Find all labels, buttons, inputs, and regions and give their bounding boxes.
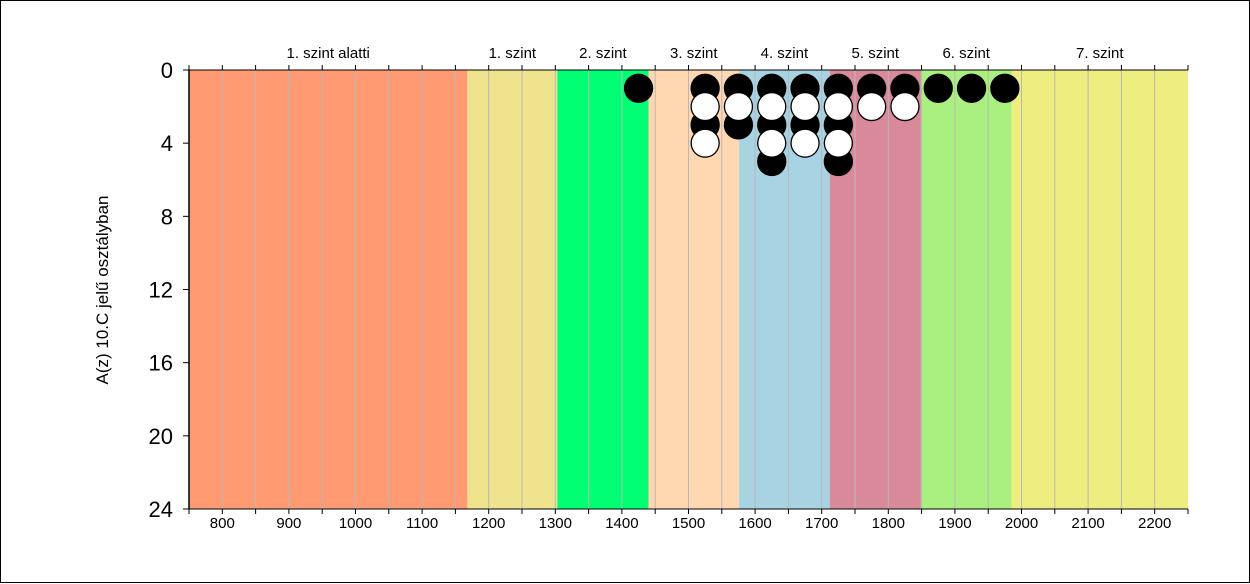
level-band-label-5: 4. szint	[761, 45, 809, 62]
x-tick-label-1600: 1600	[738, 515, 771, 532]
data-point-s2-1775-2	[857, 91, 887, 122]
level-band-label-6: 5. szint	[852, 45, 900, 62]
data-point-s2-1725-2	[823, 91, 853, 122]
x-tick-label-1100: 1100	[406, 515, 438, 532]
data-point-s1-1925-1	[956, 73, 987, 103]
x-tick-label-800: 800	[210, 515, 235, 532]
x-tick-label-2000: 2000	[1005, 515, 1038, 532]
x-tick-label-2200: 2200	[1138, 515, 1171, 532]
data-point-s2-1525-2	[690, 91, 720, 122]
data-point-s2-1575-2	[723, 91, 754, 122]
data-points	[623, 73, 1020, 177]
x-tick-label-1300: 1300	[539, 515, 572, 532]
level-band-1	[189, 70, 468, 509]
y-tick-label-20: 20	[149, 424, 173, 449]
x-tick-label-1800: 1800	[872, 515, 905, 532]
data-point-s2-1675-4	[790, 128, 820, 158]
data-point-s2-1675-2	[790, 91, 820, 122]
data-point-s1-1875-1	[923, 73, 953, 103]
level-band-label-8: 7. szint	[1076, 45, 1124, 62]
level-band-label-2: 1. szint	[489, 45, 537, 62]
level-band-3	[557, 70, 649, 509]
level-band-8	[1011, 70, 1188, 509]
vertical-gridlines	[221, 70, 1156, 509]
x-tick-label-1700: 1700	[805, 515, 838, 532]
y-axis-label: A(z) 10.C jelű osztályban	[93, 196, 112, 385]
data-point-s2-1625-2	[757, 91, 787, 122]
data-point-s2-1725-4	[823, 128, 853, 158]
x-tick-label-2100: 2100	[1071, 515, 1104, 532]
x-tick-label-1000: 1000	[339, 515, 372, 532]
x-tick-label-1400: 1400	[605, 515, 638, 532]
level-band-label-1: 1. szint alatti	[287, 45, 370, 62]
y-tick-label-12: 12	[149, 278, 173, 303]
level-band-2	[467, 70, 558, 509]
y-tick-label-4: 4	[161, 131, 173, 156]
x-tick-label-900: 900	[276, 515, 301, 532]
level-band-7	[920, 70, 1012, 509]
y-tick-label-24: 24	[149, 497, 173, 522]
axes: 800 900 1000 1100 1200 1300 1400 1500 1600 1700 18…	[149, 58, 1189, 532]
y-tick-label-0: 0	[161, 58, 173, 83]
level-band-label-3: 2. szint	[579, 45, 627, 62]
x-tick-label-1500: 1500	[672, 515, 705, 532]
level-band-labels: 1. szint alatti 1. szint 2. szint 3. szint 4…	[287, 45, 1125, 62]
data-point-s1-1425-1	[623, 73, 654, 103]
level-band-label-7: 6. szint	[942, 45, 990, 62]
x-tick-label-1900: 1900	[938, 515, 971, 532]
level-band-label-4: 3. szint	[670, 45, 718, 62]
data-point-s2-1625-4	[757, 128, 787, 158]
data-point-s2-1825-2	[890, 91, 920, 122]
x-tick-label-1200: 1200	[472, 515, 505, 532]
data-point-s2-1525-4	[690, 128, 720, 158]
data-point-s1-1975-1	[990, 73, 1020, 103]
y-tick-label-8: 8	[161, 204, 173, 229]
y-tick-label-16: 16	[149, 351, 173, 376]
